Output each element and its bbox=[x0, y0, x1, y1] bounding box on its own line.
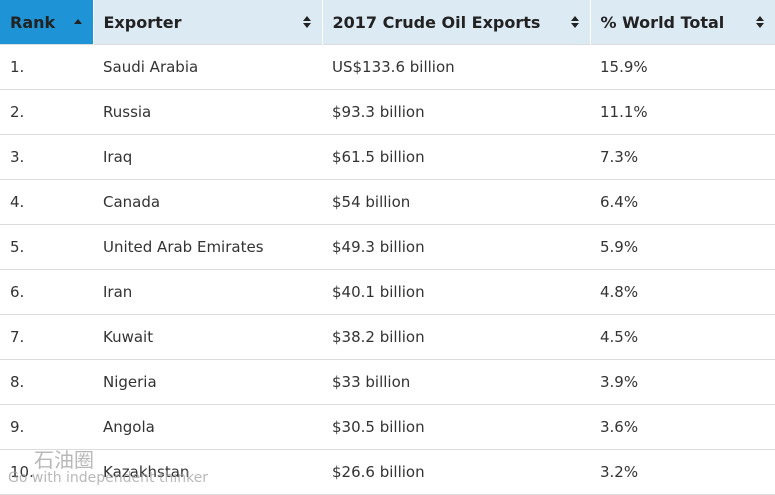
table-cell: 6. bbox=[0, 269, 93, 315]
column-header[interactable]: 2017 Crude Oil Exports bbox=[322, 0, 591, 45]
table-row: 7. Kuwait $38.2 billion 4.5% bbox=[0, 314, 775, 360]
table-cell: $54 billion bbox=[322, 179, 590, 225]
sort-arrow bbox=[755, 16, 764, 28]
sort-icon[interactable] bbox=[302, 15, 312, 29]
header-text: Exporter bbox=[103, 12, 182, 32]
table-cell: $61.5 billion bbox=[322, 134, 590, 180]
column-header[interactable]: Exporter bbox=[93, 0, 323, 45]
header-row: Rank Exporter 2017 Crude Oil Exports % Worl… bbox=[0, 0, 775, 45]
table-cell: 7. bbox=[0, 314, 93, 360]
table-row: 5. United Arab Emirates $49.3 billion 5.9% bbox=[0, 224, 775, 270]
table-cell: Russia bbox=[93, 89, 322, 135]
table-cell: Saudi Arabia bbox=[93, 44, 322, 90]
column-header[interactable]: Rank bbox=[0, 0, 94, 45]
watermark-brand: 石油圈 bbox=[34, 448, 94, 472]
table-cell: 15.9% bbox=[590, 44, 775, 90]
table-cell: Nigeria bbox=[93, 359, 322, 405]
table-cell: Iran bbox=[93, 269, 322, 315]
table-cell: 4.8% bbox=[590, 269, 775, 315]
sort-arrow bbox=[570, 16, 579, 28]
table-cell: 4. bbox=[0, 179, 93, 225]
table-cell: United Arab Emirates bbox=[93, 224, 322, 270]
table-cell: 3.6% bbox=[590, 404, 775, 450]
column-header[interactable]: % World Total bbox=[590, 0, 775, 45]
table-cell: Kuwait bbox=[93, 314, 322, 360]
table-cell: 8. bbox=[0, 359, 93, 405]
table-cell: 5. bbox=[0, 224, 93, 270]
table-cell: 2. bbox=[0, 89, 93, 135]
table-cell: Angola bbox=[93, 404, 322, 450]
table-body: 1. Saudi Arabia US$133.6 billion 15.9% 2. Rus… bbox=[0, 44, 775, 495]
table-row: 9. Angola $30.5 billion 3.6% bbox=[0, 404, 775, 450]
watermark: 石油圈 Go with independent thinker bbox=[8, 450, 208, 486]
table-cell: 11.1% bbox=[590, 89, 775, 135]
table-row: 3. Iraq $61.5 billion 7.3% bbox=[0, 134, 775, 180]
table-cell: 7.3% bbox=[590, 134, 775, 180]
table-cell: $30.5 billion bbox=[322, 404, 590, 450]
table-cell: 3.9% bbox=[590, 359, 775, 405]
table-cell: $33 billion bbox=[322, 359, 590, 405]
table-head: Rank Exporter 2017 Crude Oil Exports % Worl… bbox=[0, 0, 775, 45]
table-cell: $38.2 billion bbox=[322, 314, 590, 360]
sort-icon[interactable] bbox=[73, 15, 83, 29]
header-text: Rank bbox=[10, 12, 56, 32]
table-cell: 9. bbox=[0, 404, 93, 450]
table-row: 1. Saudi Arabia US$133.6 billion 15.9% bbox=[0, 44, 775, 90]
table-row: 4. Canada $54 billion 6.4% bbox=[0, 179, 775, 225]
sort-arrow bbox=[73, 19, 82, 24]
table-cell: US$133.6 billion bbox=[322, 44, 590, 90]
header-text: % World Total bbox=[600, 12, 725, 32]
table-cell: $93.3 billion bbox=[322, 89, 590, 135]
table-cell: 4.5% bbox=[590, 314, 775, 360]
header-text: 2017 Crude Oil Exports bbox=[332, 12, 541, 32]
table-cell: 6.4% bbox=[590, 179, 775, 225]
sort-icon[interactable] bbox=[570, 15, 580, 29]
watermark-tagline: Go with independent thinker bbox=[8, 470, 209, 486]
table-cell: Kazakhstan bbox=[93, 449, 322, 495]
table-cell: 3. bbox=[0, 134, 93, 180]
sort-icon[interactable] bbox=[755, 15, 765, 29]
table-cell: Iraq bbox=[93, 134, 322, 180]
table-row: 6. Iran $40.1 billion 4.8% bbox=[0, 269, 775, 315]
table-cell: 10. bbox=[0, 449, 93, 495]
table-row: 8. Nigeria $33 billion 3.9% bbox=[0, 359, 775, 405]
table-cell: 3.2% bbox=[590, 449, 775, 495]
table-row: 2. Russia $93.3 billion 11.1% bbox=[0, 89, 775, 135]
table-cell: 1. bbox=[0, 44, 93, 90]
table-cell: 5.9% bbox=[590, 224, 775, 270]
table-cell: $26.6 billion bbox=[322, 449, 590, 495]
table-cell: $40.1 billion bbox=[322, 269, 590, 315]
sort-arrow bbox=[302, 16, 311, 28]
table-cell: $49.3 billion bbox=[322, 224, 590, 270]
table-cell: Canada bbox=[93, 179, 322, 225]
